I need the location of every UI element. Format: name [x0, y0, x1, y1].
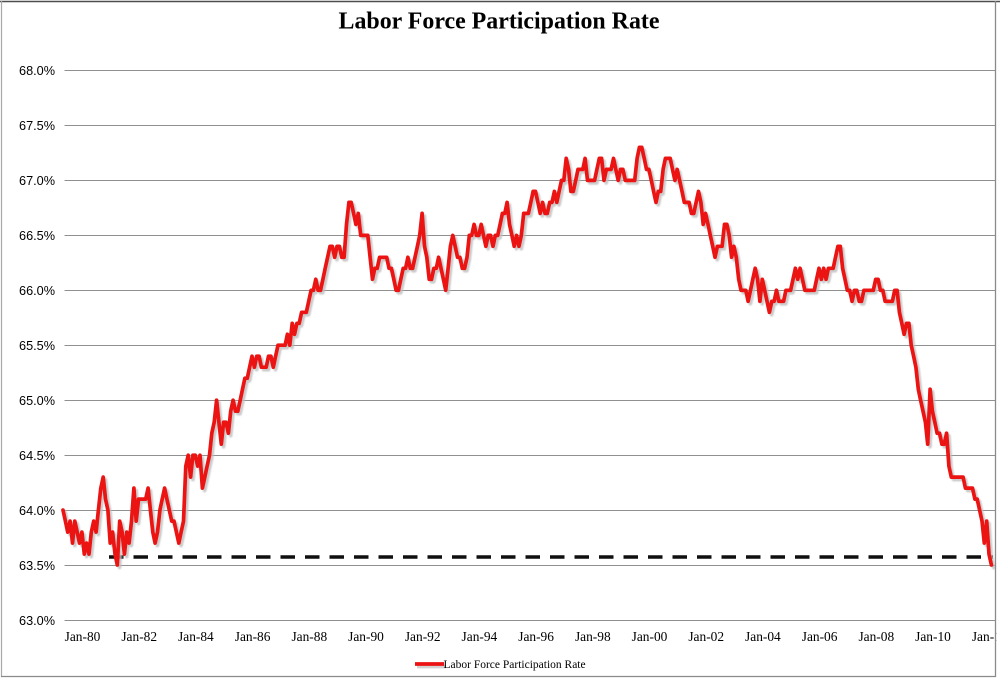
- svg-text:68.0%: 68.0%: [19, 64, 55, 78]
- svg-text:Labor Force Participation Rate: Labor Force Participation Rate: [339, 9, 660, 35]
- svg-text:Jan-84: Jan-84: [178, 629, 214, 644]
- svg-text:66.0%: 66.0%: [19, 284, 55, 298]
- svg-text:Jan-98: Jan-98: [575, 629, 611, 644]
- svg-text:Labor Force Participation Rate: Labor Force Participation Rate: [444, 659, 586, 671]
- svg-text:Jan-94: Jan-94: [462, 629, 498, 644]
- svg-text:Jan-00: Jan-00: [632, 629, 668, 644]
- svg-text:Jan-12: Jan-12: [972, 629, 1000, 644]
- svg-text:Jan-82: Jan-82: [121, 629, 157, 644]
- svg-text:Jan-96: Jan-96: [518, 629, 554, 644]
- svg-text:64.0%: 64.0%: [19, 504, 55, 518]
- svg-text:Jan-06: Jan-06: [802, 629, 838, 644]
- svg-text:Jan-10: Jan-10: [915, 629, 951, 644]
- svg-text:Jan-88: Jan-88: [291, 629, 327, 644]
- svg-text:Jan-92: Jan-92: [405, 629, 441, 644]
- svg-text:63.5%: 63.5%: [19, 559, 55, 573]
- svg-text:66.5%: 66.5%: [19, 229, 55, 243]
- svg-text:65.5%: 65.5%: [19, 339, 55, 353]
- svg-text:Jan-02: Jan-02: [688, 629, 724, 644]
- svg-text:64.5%: 64.5%: [19, 449, 55, 463]
- svg-text:Jan-80: Jan-80: [65, 629, 101, 644]
- svg-text:Jan-08: Jan-08: [858, 629, 894, 644]
- svg-text:67.0%: 67.0%: [19, 174, 55, 188]
- svg-text:65.0%: 65.0%: [19, 394, 55, 408]
- svg-text:Jan-86: Jan-86: [235, 629, 271, 644]
- svg-text:63.0%: 63.0%: [19, 614, 55, 628]
- svg-text:Jan-04: Jan-04: [745, 629, 781, 644]
- svg-text:Jan-90: Jan-90: [348, 629, 384, 644]
- svg-text:67.5%: 67.5%: [19, 119, 55, 133]
